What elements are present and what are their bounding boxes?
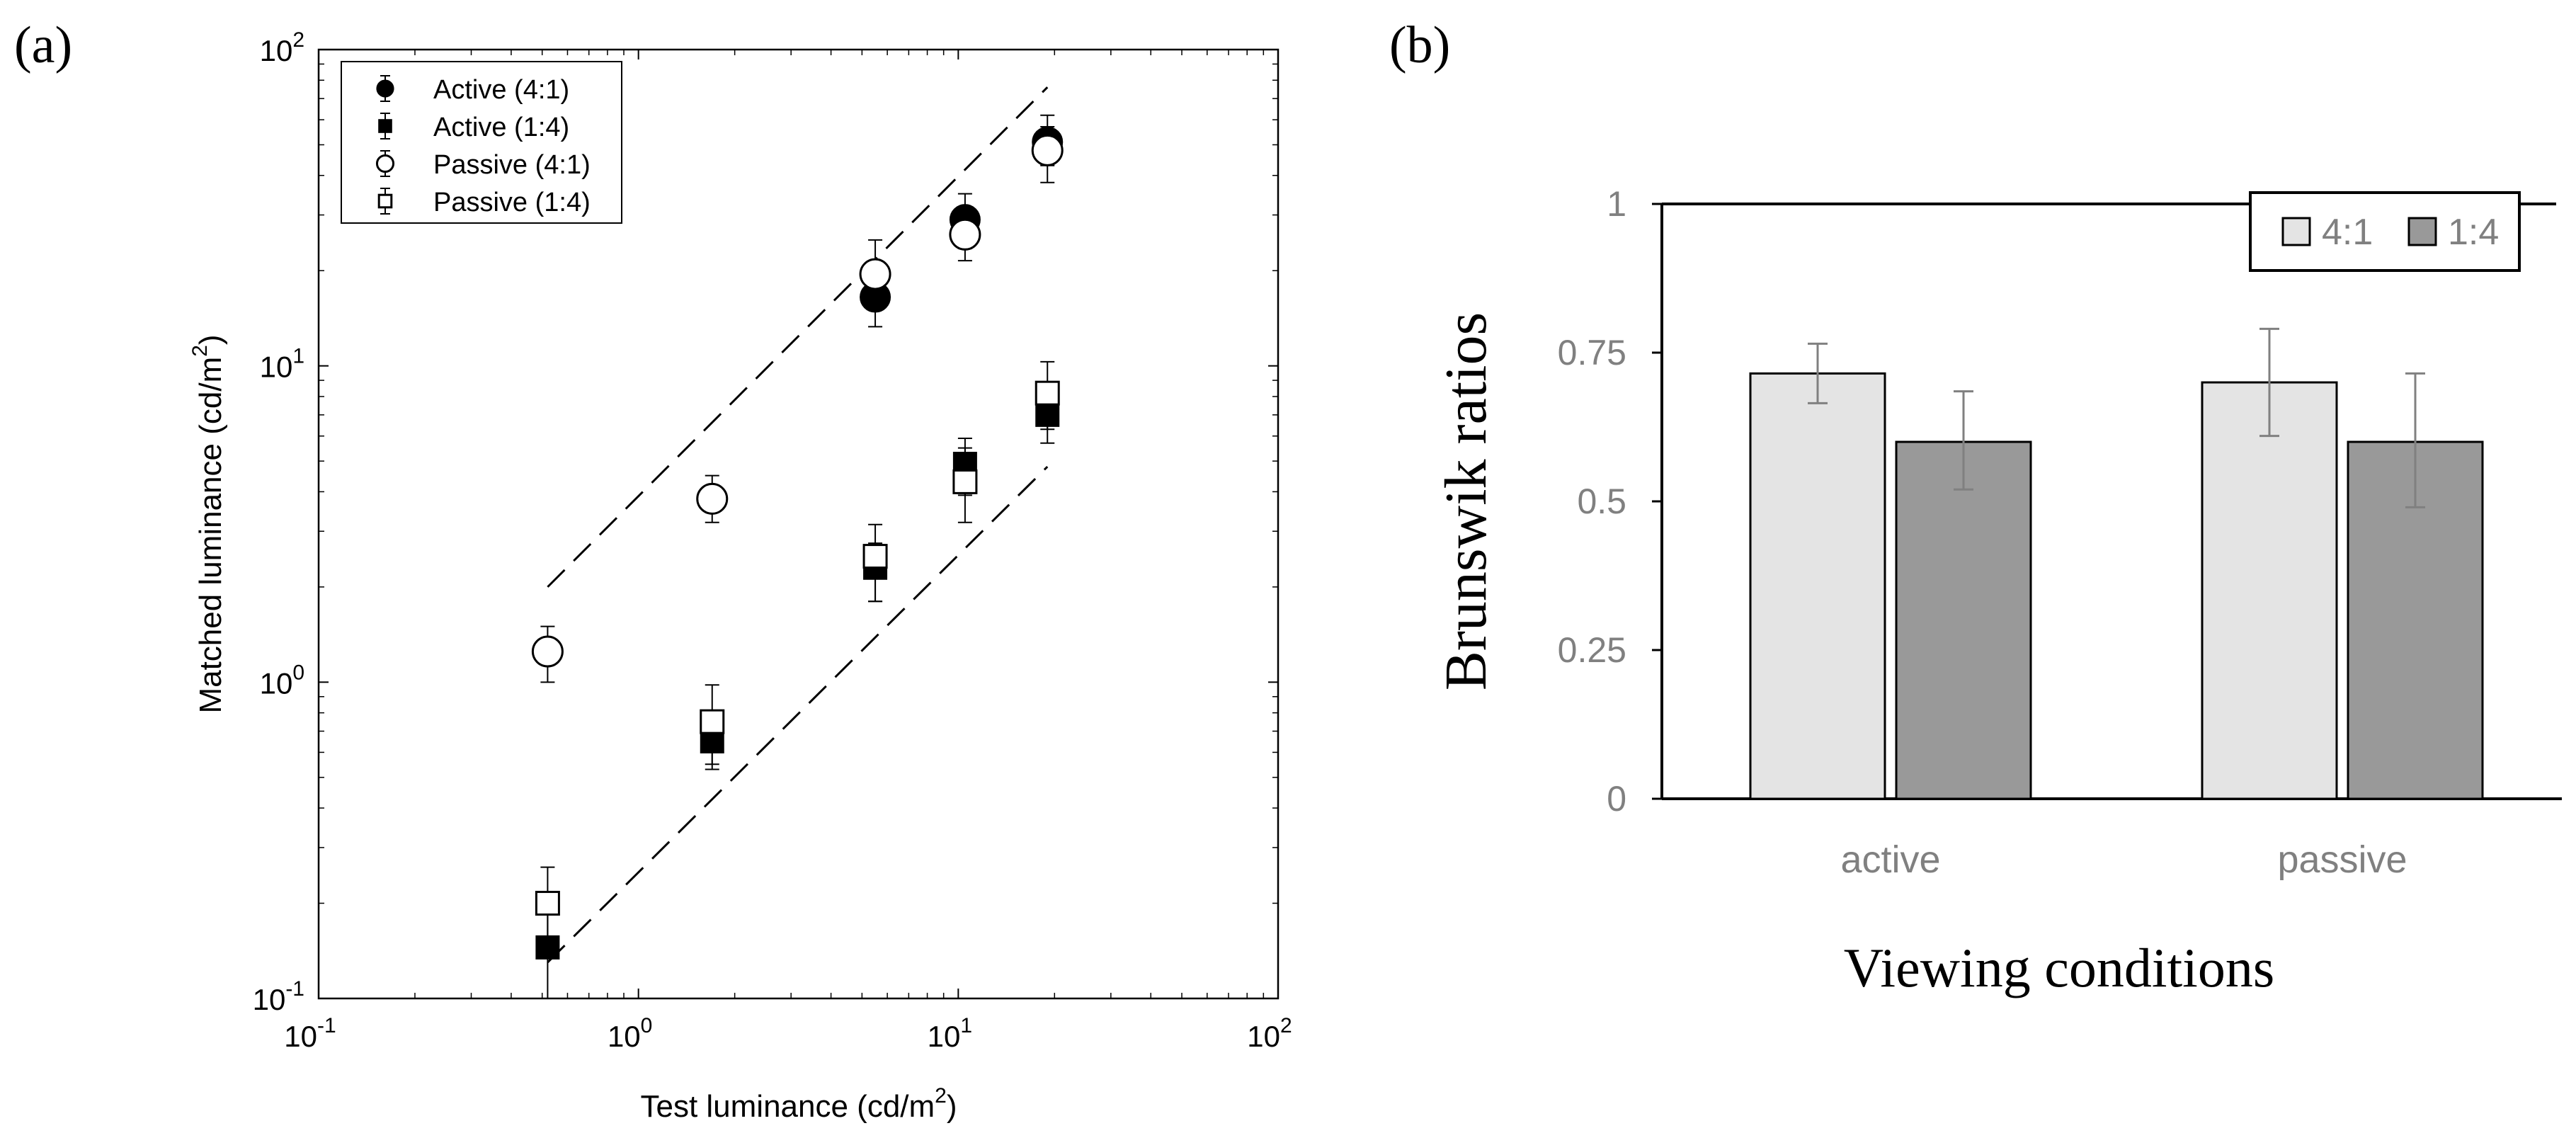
legend-entry: Passive (1:4) [377, 188, 591, 217]
error-bars [1808, 327, 2425, 508]
y-tick-label: 10-1 [253, 977, 304, 1016]
y-tick-label: 102 [260, 28, 304, 67]
tick-labels: 10-110-1 100 100 101 101 102 102 [253, 28, 1292, 1053]
x-tick-label: 102 [1247, 1014, 1292, 1053]
reference-lines [547, 86, 1049, 964]
x-tick-label: passive [2277, 838, 2407, 881]
y-axis-label: Matched luminance (cd/m2) [188, 334, 228, 713]
y-tick-label: 0.5 [1577, 482, 1626, 521]
data-points [531, 114, 1064, 999]
legend-label: Passive (1:4) [433, 188, 591, 217]
x-axis-label: Viewing conditions [1844, 937, 2274, 998]
legend-swatch [2407, 217, 2437, 246]
panel-b-bar-chart: (b) 0 0.25 0.5 0.75 1 active passive 4:1 1:4 B… [1389, 16, 2562, 998]
x-tick-label: 10-1 [284, 1014, 336, 1053]
bar-active-1:4 [1895, 440, 2032, 800]
legend-entry: Active (1:4) [378, 113, 569, 142]
legend-label: 1:4 [2448, 212, 2499, 253]
bars [1749, 372, 2484, 800]
data-point-open-circle [531, 625, 564, 683]
y-gridline-ticks [1652, 203, 1662, 800]
axis-ticks [318, 49, 1279, 999]
y-tick-label: 100 [260, 661, 304, 700]
legend-label: Active (1:4) [433, 113, 569, 142]
legend-entry: 4:1 [2281, 212, 2373, 253]
bar-active-4:1 [1749, 372, 1886, 800]
x-tick-label: active [1840, 838, 1940, 881]
x-tick-labels: active passive [1840, 838, 2407, 881]
legend-swatch [2281, 217, 2311, 246]
legend-label: 4:1 [2322, 212, 2373, 253]
reference-line [547, 465, 1049, 964]
legend-entry: Active (4:1) [376, 75, 569, 105]
error-bar [1954, 390, 1973, 491]
legend-label: Passive (4:1) [433, 150, 591, 180]
y-tick-label: 0.25 [1558, 630, 1626, 670]
data-point-open-square [535, 866, 560, 953]
legend: 4:1 1:4 [2249, 191, 2521, 272]
y-axis-label: Brunswik ratios [1433, 312, 1499, 690]
legend-entry: Passive (4:1) [375, 150, 591, 180]
y-tick-label: 0 [1607, 779, 1626, 819]
data-point-open-square [862, 523, 888, 603]
data-point-open-square [1035, 360, 1060, 431]
y-tick-label: 0.75 [1558, 333, 1626, 372]
y-tick-label: 101 [260, 345, 304, 384]
error-bar [1808, 342, 1828, 404]
panel-a-label: (a) [14, 16, 72, 74]
data-point-open-square [700, 684, 725, 765]
data-point-open-circle [859, 239, 891, 307]
x-tick-label: 100 [608, 1014, 652, 1053]
legend-label: Active (4:1) [433, 75, 569, 105]
x-axis-label: Test luminance (cd/m2) [640, 1084, 957, 1124]
x-tick-label: 101 [928, 1014, 972, 1053]
error-bar [2405, 372, 2425, 508]
legend-entry: 1:4 [2407, 212, 2499, 253]
error-bar [2259, 327, 2279, 438]
data-point-open-circle [949, 210, 981, 262]
data-point-open-circle [696, 474, 729, 523]
legend: Active (4:1) Active (1:4) Passive (4:1) Pas… [341, 61, 622, 224]
y-tick-labels: 0 0.25 0.5 0.75 1 [1558, 184, 1626, 819]
y-tick-label: 1 [1607, 184, 1626, 224]
panel-a-scatter-chart: (a) 10-110-1 100 100 101 101 102 102 Active (4… [14, 16, 1292, 1124]
reference-line [547, 86, 1049, 588]
bar-passive-4:1 [2201, 381, 2338, 800]
panel-b-label: (b) [1389, 16, 1450, 74]
data-point-open-square [952, 447, 978, 523]
data-point-open-circle [1031, 126, 1064, 183]
